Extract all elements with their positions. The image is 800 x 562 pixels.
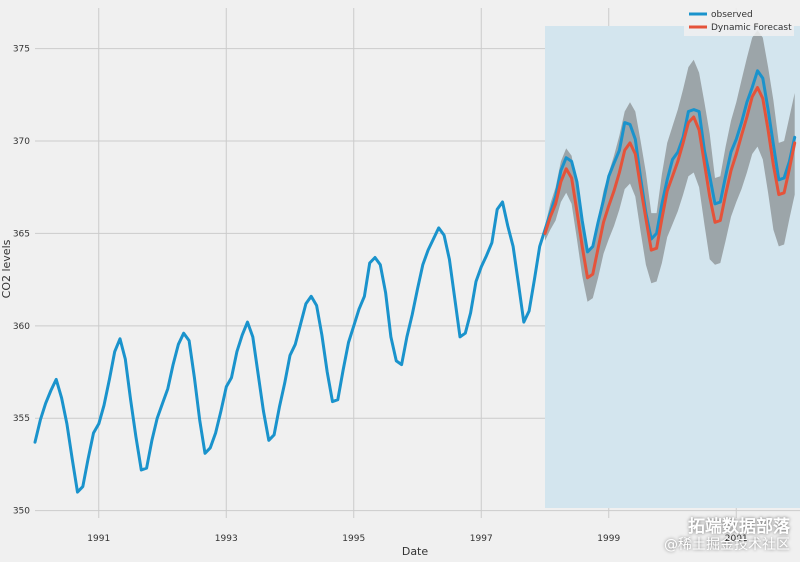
series-line-observed (33, 69, 797, 494)
y-tick-label: 375 (13, 45, 30, 55)
y-tick-label: 350 (13, 507, 30, 517)
y-tick-labels: 350 355 360 365 370 375 (13, 45, 30, 517)
y-tick-label: 355 (13, 414, 30, 424)
y-tick-label: 370 (13, 137, 30, 147)
y-axis-label: CO2 levels (0, 239, 13, 298)
x-tick-label: 1995 (342, 534, 365, 544)
watermark: 拓端数据部落 @稀土掘金技术社区 (664, 518, 790, 554)
watermark-line1: 拓端数据部落 (688, 517, 790, 537)
legend-label: observed (711, 10, 753, 20)
watermark-line2: @稀土掘金技术社区 (664, 537, 790, 553)
series-line-dynamic-forecast (543, 86, 797, 280)
legend-label: Dynamic Forecast (711, 23, 792, 33)
x-tick-label: 1999 (597, 534, 620, 544)
series-layer (33, 69, 797, 494)
x-tick-label: 1993 (215, 534, 238, 544)
x-axis-label: Date (402, 545, 429, 558)
x-tick-labels: 1991 1993 1995 1997 1999 2001 (87, 534, 747, 544)
x-tick-label: 1997 (470, 534, 493, 544)
x-tick-label: 2001 (725, 534, 748, 544)
x-tick-label: 1991 (87, 534, 110, 544)
y-tick-label: 360 (13, 322, 30, 332)
y-tick-label: 365 (13, 229, 30, 239)
legend-box (684, 4, 794, 36)
legend: observed Dynamic Forecast (684, 4, 794, 36)
